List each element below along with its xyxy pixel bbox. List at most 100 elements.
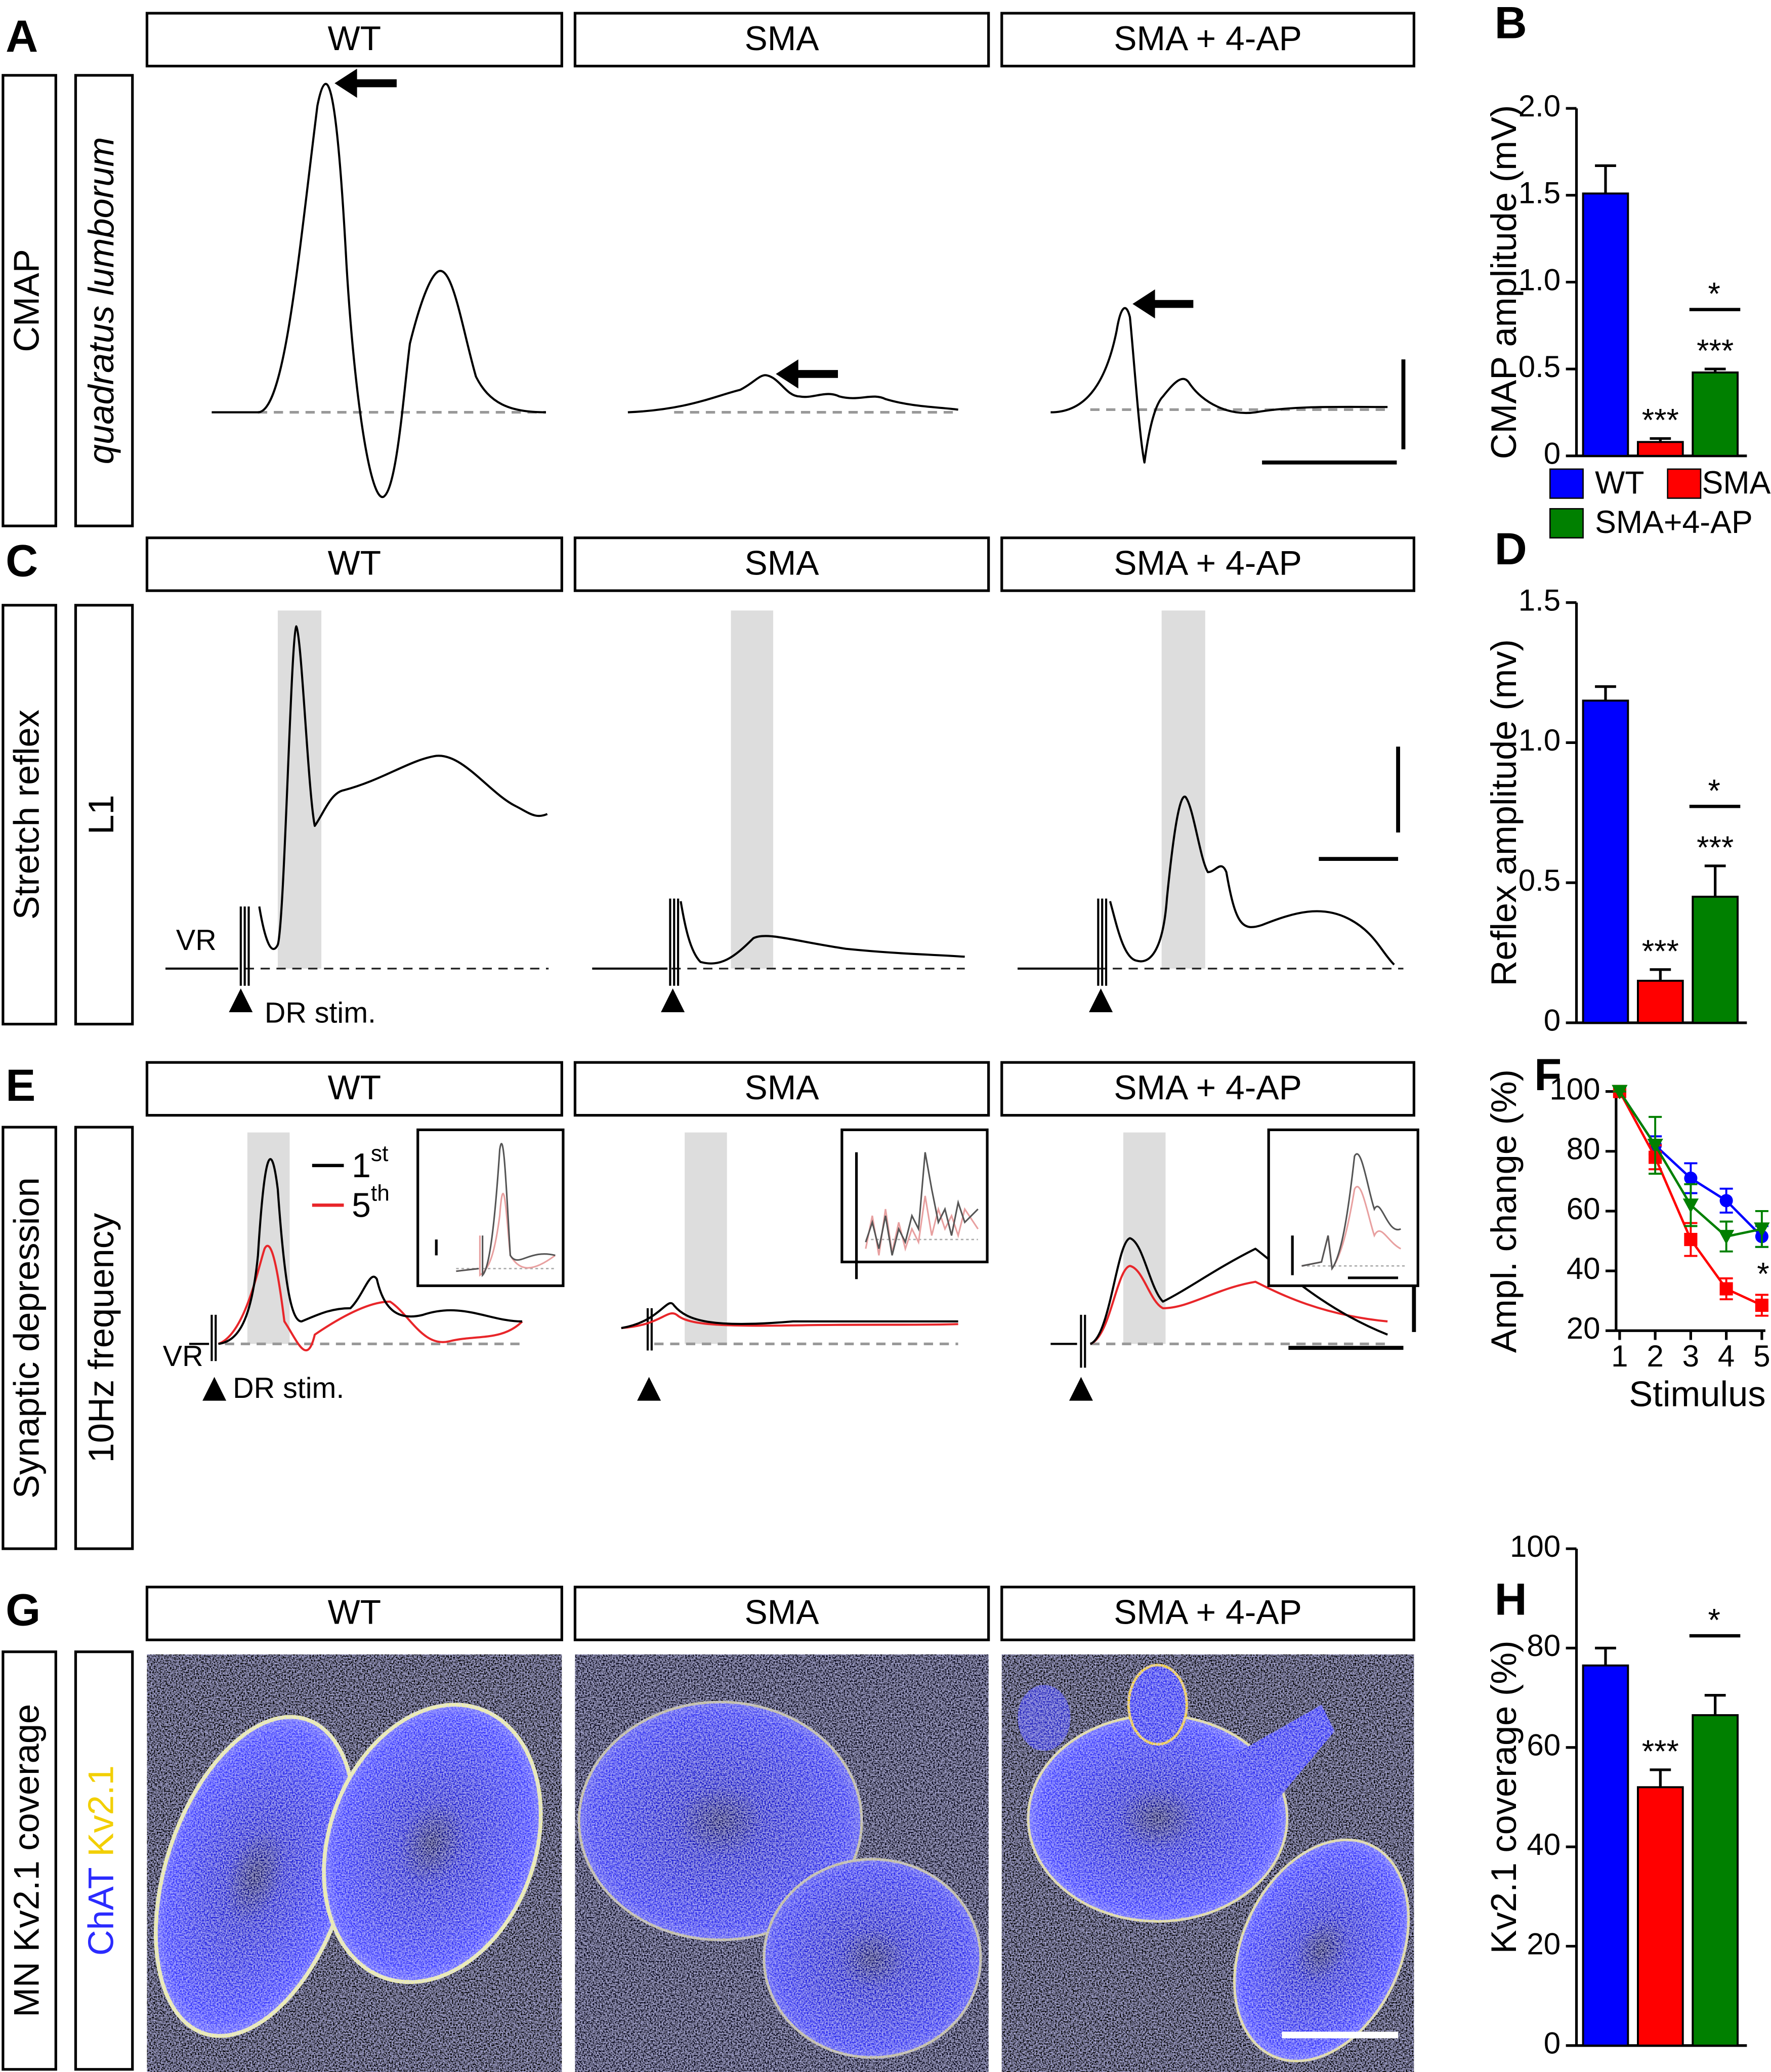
column-title-box [1000,536,1415,592]
panel-label: G [6,1585,40,1635]
bracket-label: * [1708,773,1720,809]
bar [1636,1786,1684,2047]
y-tick-label: 60 [1527,1728,1561,1762]
stain-name: ChAT [80,1867,120,1956]
y-tick-label: 1.0 [1519,263,1561,297]
significance: *** [1697,333,1734,368]
stain-name: Kv2.1 [80,1765,120,1856]
panel-label: H [1495,1574,1527,1625]
column-title: WT [328,1069,382,1107]
x-tick-label: 5 [1753,1339,1770,1373]
depression-traces [189,1128,1419,1401]
y-tick-label: 20 [1527,1927,1561,1961]
bar [1692,1714,1739,2047]
y-tick-label: 0 [1544,437,1561,471]
side-label: Stretch reflex [7,710,47,920]
column-title-box [573,1586,990,1641]
side-label: L1 [81,795,121,834]
side-label-box [2,604,57,1026]
y-tick-label: 0 [1544,2026,1561,2060]
column-title-box [1000,1586,1415,1641]
y-tick-label: 40 [1527,1828,1561,1861]
significance: * [1757,1256,1769,1292]
side-label: MN Kv2.1 coverage [7,1704,47,2017]
y-axis-label: Kv2.1 coverage (%) [1484,1640,1524,1954]
column-title-box [573,12,990,68]
column-title: SMA [744,1594,819,1632]
x-tick-label: 3 [1682,1339,1699,1373]
bracket-label: * [1708,1603,1720,1638]
column-title-box [1000,1061,1415,1117]
y-tick-label: 80 [1527,1629,1561,1663]
legend-label: SMA [1702,465,1771,501]
panel-label: C [6,535,38,586]
column-title: SMA + 4-AP [1114,20,1302,58]
y-tick-label: 20 [1567,1311,1600,1345]
bar [1636,441,1684,457]
y-tick-label: 100 [1510,1529,1561,1563]
bar [1692,371,1739,457]
side-label-box [74,74,134,527]
column-title-box [145,1061,563,1117]
legend-label: 5th [352,1181,390,1224]
y-tick-label: 40 [1567,1252,1600,1286]
column-title: SMA + 4-AP [1114,1069,1302,1107]
y-tick-label: 0.5 [1519,863,1561,897]
marker [1647,1138,1663,1153]
legend-suffix: st [371,1141,389,1166]
bracket-label: * [1708,276,1720,312]
x-tick-label: 4 [1718,1339,1735,1373]
marker [1612,1085,1628,1100]
marker [1719,1194,1733,1208]
marker [1719,1282,1733,1296]
side-label: quadratus lumborum [81,137,121,464]
trace-annotation: DR stim. [265,997,376,1029]
y-tick-label: 2.0 [1519,89,1561,123]
bar [1582,192,1629,457]
y-tick-label: 80 [1567,1132,1600,1166]
micrographs [147,1654,1414,2072]
legend-suffix: th [371,1181,390,1206]
side-label-box [74,1126,134,1550]
trace-annotation: VR [176,924,217,957]
legend-swatch [1667,468,1702,499]
x-tick-label: 1 [1611,1339,1628,1373]
bar [1692,895,1739,1024]
significance: *** [1642,403,1679,438]
column-title-box [145,1586,563,1641]
panel-label: B [1495,0,1527,48]
y-tick-label: 0.5 [1519,350,1561,384]
cmap-traces [212,68,1406,498]
column-title: SMA [744,20,819,58]
marker [1682,1198,1699,1213]
marker [1684,1171,1698,1185]
legend-number: 1 [352,1147,371,1185]
panel-label: F [1534,1050,1562,1100]
trace-annotation: VR [163,1340,203,1373]
y-axis-label: Reflex amplitude (mv) [1484,639,1524,986]
side-label-box [74,604,134,1026]
significance: *** [1697,830,1734,865]
legend-label: WT [1595,465,1644,501]
side-label-box [74,1650,134,2071]
x-tick-label: 2 [1647,1339,1663,1373]
legend-label: 1st [352,1141,388,1185]
column-title: SMA [744,544,819,582]
column-title: SMA + 4-AP [1114,1594,1302,1632]
legend-label: SMA+4-AP [1595,505,1753,540]
column-title-box [145,12,563,68]
column-title-box [573,1061,990,1117]
y-tick-label: 1.5 [1519,176,1561,210]
y-tick-label: 1.5 [1519,583,1561,617]
side-label-box [2,1650,57,2071]
panel-label: D [1495,524,1527,574]
y-axis-label: Ampl. change (%) [1484,1069,1524,1353]
column-title-box [145,536,563,592]
side-label: CMAP [7,249,47,352]
reflex-traces [165,610,1404,1013]
side-label: Synaptic depression [7,1177,47,1499]
side-label: 10Hz frequency [81,1213,121,1463]
significance: *** [1642,934,1679,969]
legend-swatch [1549,508,1584,538]
